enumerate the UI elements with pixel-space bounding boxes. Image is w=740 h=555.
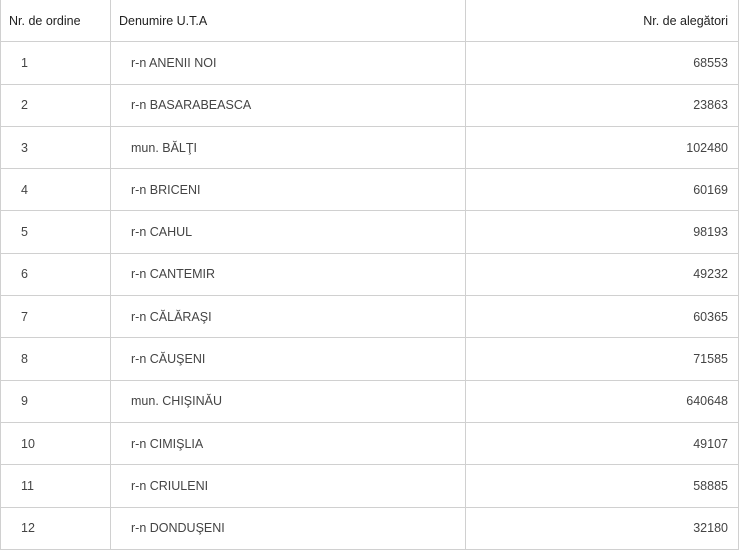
voters-count-cell: 32180 [465,506,739,550]
table-row: 10 r-n CIMIŞLIA 49107 [0,421,739,466]
order-number-cell: 5 [0,210,111,254]
voters-count-cell: 49107 [465,421,739,466]
uta-name-cell: mun. CHIŞINĂU [110,379,466,423]
uta-name-cell: r-n CIMIŞLIA [110,421,466,466]
uta-name-cell: r-n CĂUŞENI [110,337,466,381]
table-row: 9 mun. CHIŞINĂU 640648 [0,379,739,423]
voters-count-cell: 640648 [465,379,739,423]
voters-count-cell: 68553 [465,41,739,85]
order-number-cell: 11 [0,464,111,508]
order-number-cell: 12 [0,506,111,550]
table-row: 5 r-n CAHUL 98193 [0,210,739,254]
uta-name-cell: r-n CAHUL [110,210,466,254]
uta-name-cell: r-n CĂLĂRAŞI [110,295,466,339]
voters-count-cell: 98193 [465,210,739,254]
voters-count-cell: 23863 [465,83,739,127]
order-number-cell: 2 [0,83,111,127]
uta-name-cell: mun. BĂLŢI [110,125,466,170]
table-row: 12 r-n DONDUŞENI 32180 [0,506,739,550]
table-row: 11 r-n CRIULENI 58885 [0,464,739,508]
order-number-cell: 3 [0,125,111,170]
uta-name-cell: r-n ANENII NOI [110,41,466,85]
order-number-cell: 10 [0,421,111,466]
voters-count-cell: 60169 [465,168,739,212]
order-number-cell: 1 [0,41,111,85]
uta-name-cell: r-n BRICENI [110,168,466,212]
table-row: 4 r-n BRICENI 60169 [0,168,739,212]
header-voters-count: Nr. de alegători [465,0,739,43]
table-row: 6 r-n CANTEMIR 49232 [0,252,739,297]
header-order-number: Nr. de ordine [0,0,111,43]
order-number-cell: 4 [0,168,111,212]
table-row: 1 r-n ANENII NOI 68553 [0,41,739,85]
voters-count-cell: 49232 [465,252,739,297]
uta-name-cell: r-n CRIULENI [110,464,466,508]
order-number-cell: 6 [0,252,111,297]
voters-count-cell: 60365 [465,295,739,339]
table-header-row: Nr. de ordine Denumire U.T.A Nr. de aleg… [0,0,739,43]
voters-count-cell: 58885 [465,464,739,508]
header-uta-name: Denumire U.T.A [110,0,466,43]
uta-name-cell: r-n DONDUŞENI [110,506,466,550]
table-row: 2 r-n BASARABEASCA 23863 [0,83,739,127]
table-row: 8 r-n CĂUŞENI 71585 [0,337,739,381]
order-number-cell: 7 [0,295,111,339]
order-number-cell: 9 [0,379,111,423]
table-row: 7 r-n CĂLĂRAŞI 60365 [0,295,739,339]
order-number-cell: 8 [0,337,111,381]
voters-count-cell: 71585 [465,337,739,381]
table-row: 3 mun. BĂLŢI 102480 [0,125,739,170]
uta-name-cell: r-n CANTEMIR [110,252,466,297]
uta-name-cell: r-n BASARABEASCA [110,83,466,127]
voters-count-cell: 102480 [465,125,739,170]
